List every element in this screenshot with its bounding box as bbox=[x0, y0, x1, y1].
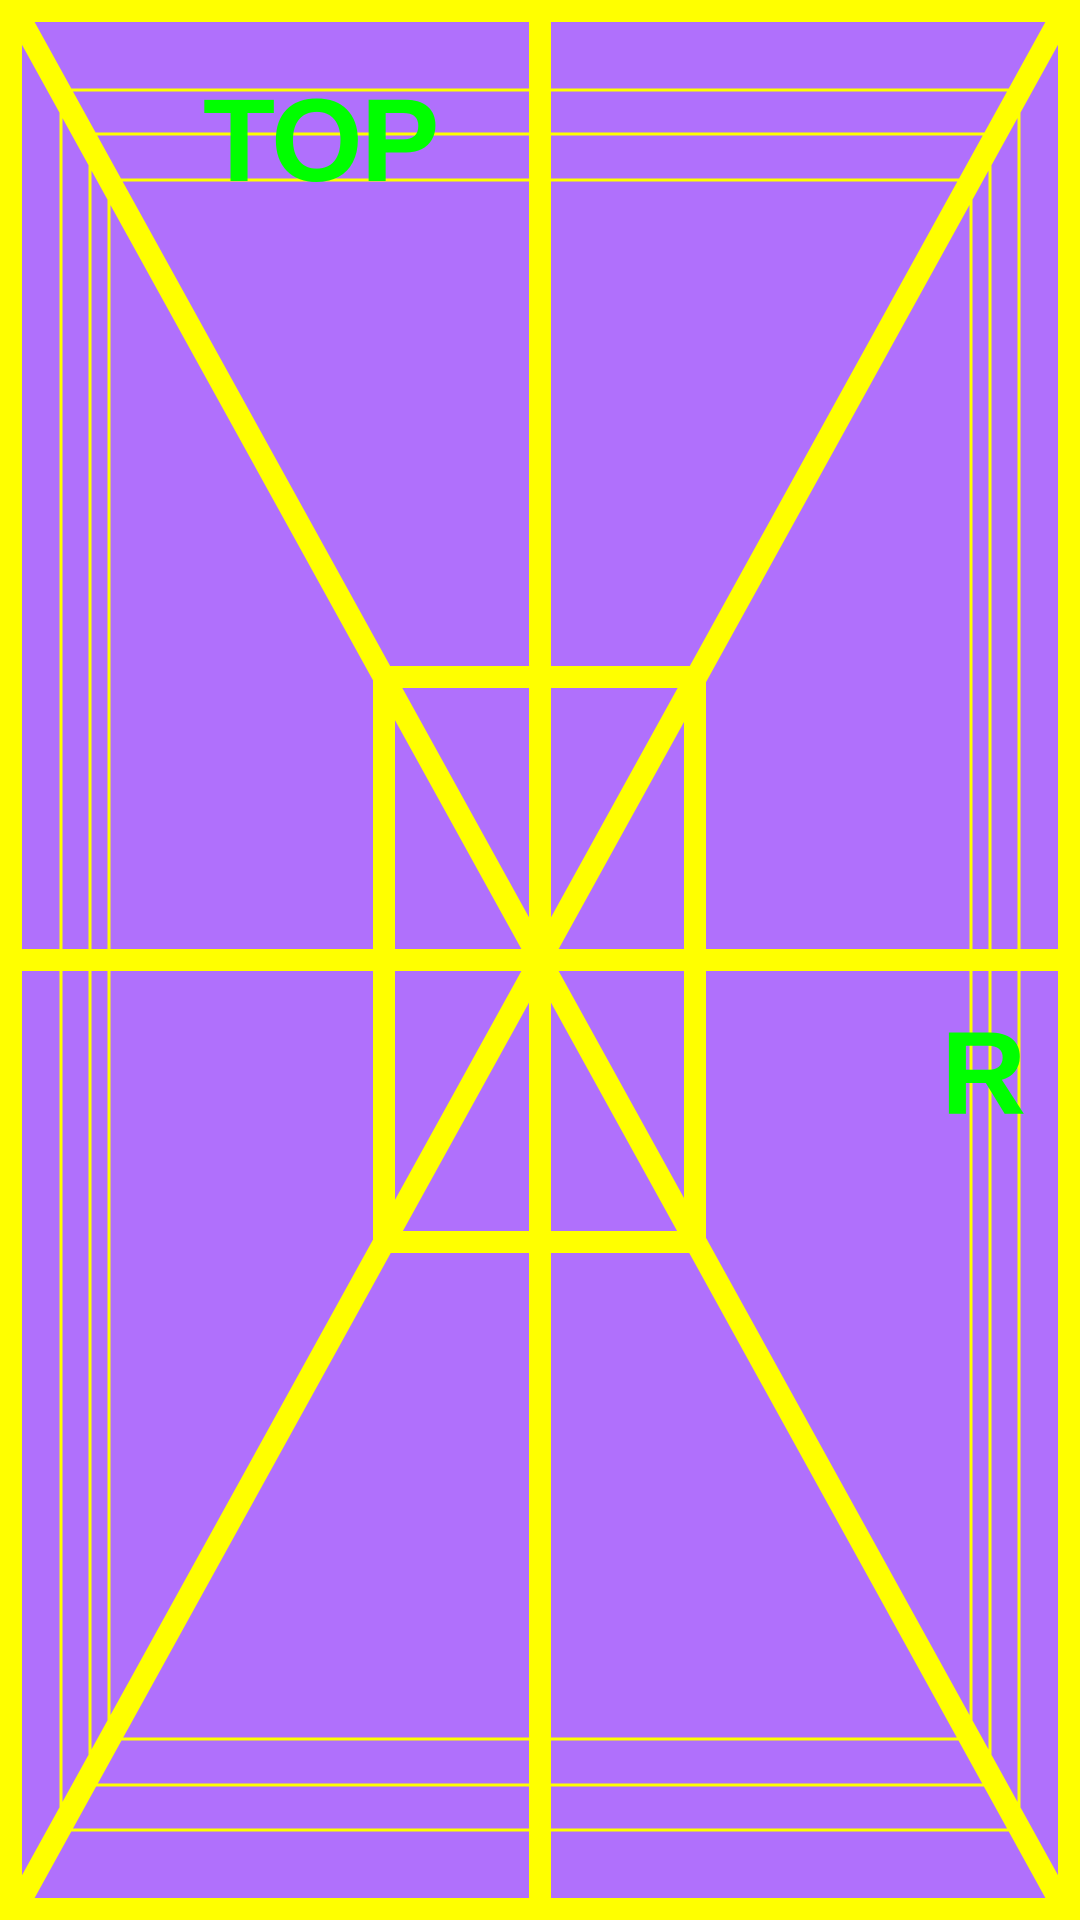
right-label: R bbox=[941, 1008, 1027, 1140]
diagonal-top-right-to-bottom-left bbox=[12, 16, 1068, 1904]
top-label: TOP bbox=[203, 75, 439, 207]
center-box bbox=[373, 666, 706, 1253]
